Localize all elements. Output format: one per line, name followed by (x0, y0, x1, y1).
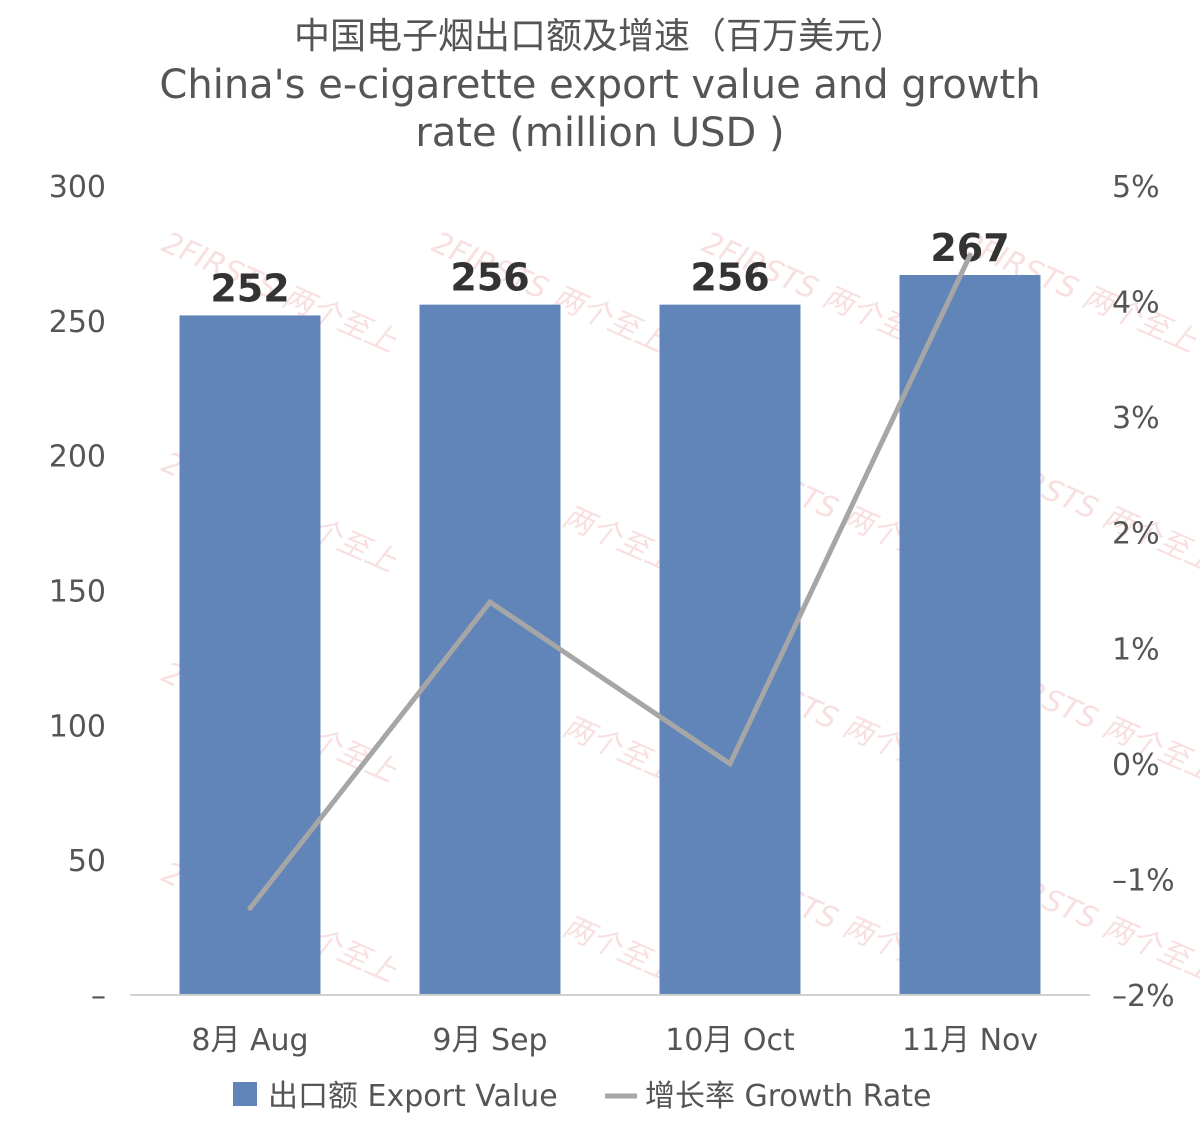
growth-rate-point (487, 599, 493, 605)
x-tick-label: 11月 Nov (902, 1023, 1038, 1058)
y-left-tick-label: 300 (49, 170, 106, 205)
bar (419, 304, 561, 995)
x-axis: 8月 Aug 9月 Sep 10月 Oct 11月 Nov (191, 1023, 1038, 1058)
chart-title-en-1: China's e-cigarette export value and gro… (159, 62, 1040, 108)
data-label: 256 (450, 256, 529, 300)
y-right-tick-label: 2% (1112, 517, 1160, 552)
left-axis: – 50 100 150 200 250 300 (49, 170, 106, 1014)
y-left-tick-label: 150 (49, 575, 106, 610)
chart-title-en-2: rate (million USD ) (415, 110, 784, 156)
chart-title-zh: 中国电子烟出口额及增速（百万美元） (294, 16, 906, 57)
y-left-tick-label: 50 (68, 844, 106, 879)
data-label-layer: 252 256 256 267 (210, 226, 1009, 310)
bar (179, 315, 321, 995)
y-left-tick-label: – (91, 979, 106, 1014)
growth-rate-point (727, 761, 733, 767)
y-right-tick-label: –1% (1112, 863, 1175, 898)
legend-label-export-value: 出口额 Export Value (268, 1079, 558, 1114)
bar (899, 274, 1041, 995)
bar (659, 304, 801, 995)
x-tick-label: 8月 Aug (191, 1023, 308, 1058)
y-left-tick-label: 100 (49, 709, 106, 744)
y-left-tick-label: 250 (49, 305, 106, 340)
legend: 出口额 Export Value 增长率 Growth Rate (233, 1079, 931, 1114)
bar-series (179, 274, 1041, 995)
data-label: 267 (930, 226, 1009, 270)
y-right-tick-label: 3% (1112, 401, 1160, 436)
y-right-tick-label: 5% (1112, 170, 1160, 205)
legend-swatch-export-value (233, 1082, 257, 1106)
growth-rate-point (967, 252, 973, 258)
y-right-tick-label: 0% (1112, 748, 1160, 783)
y-right-tick-label: 4% (1112, 286, 1160, 321)
data-label: 256 (690, 256, 769, 300)
data-label: 252 (210, 266, 289, 310)
y-left-tick-label: 200 (49, 440, 106, 475)
x-tick-label: 10月 Oct (665, 1023, 795, 1058)
legend-label-growth-rate: 增长率 Growth Rate (645, 1079, 931, 1114)
y-right-tick-label: –2% (1112, 979, 1175, 1014)
right-axis: –2% –1% 0% 1% 2% 3% 4% 5% (1112, 170, 1175, 1014)
line-series (247, 252, 973, 911)
growth-rate-point (247, 905, 253, 911)
y-right-tick-label: 1% (1112, 632, 1160, 667)
growth-rate-line (248, 254, 973, 910)
x-tick-label: 9月 Sep (432, 1023, 547, 1058)
